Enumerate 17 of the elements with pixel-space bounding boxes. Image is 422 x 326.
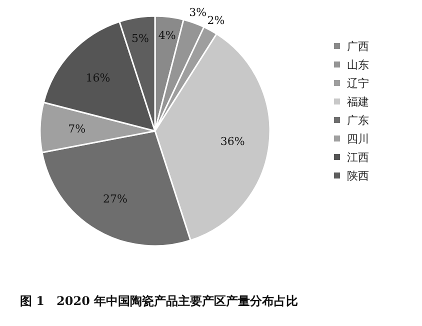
data-label: 36% bbox=[220, 134, 245, 148]
data-label: 2% bbox=[207, 14, 225, 28]
data-label: 4% bbox=[158, 29, 176, 42]
legend-label: 四川 bbox=[347, 132, 369, 146]
data-label: 16% bbox=[86, 71, 110, 84]
data-label: 27% bbox=[102, 192, 128, 206]
data-label: 5% bbox=[132, 32, 149, 45]
data-label: 7% bbox=[68, 122, 86, 136]
legend-label: 福建 bbox=[347, 96, 369, 108]
text: 图 1 2020 年中国陶瓷产品主要产区产量分布占比 bbox=[20, 294, 298, 308]
legend-label: 辽宁 bbox=[347, 77, 369, 90]
legend-label: 山东 bbox=[347, 58, 369, 72]
legend-label: 江西 bbox=[347, 151, 369, 164]
legend-label: 广东 bbox=[347, 114, 369, 127]
legend-label: 广西 bbox=[347, 40, 369, 53]
legend-label: 陕西 bbox=[347, 170, 369, 182]
data-label: 3% bbox=[189, 6, 207, 19]
